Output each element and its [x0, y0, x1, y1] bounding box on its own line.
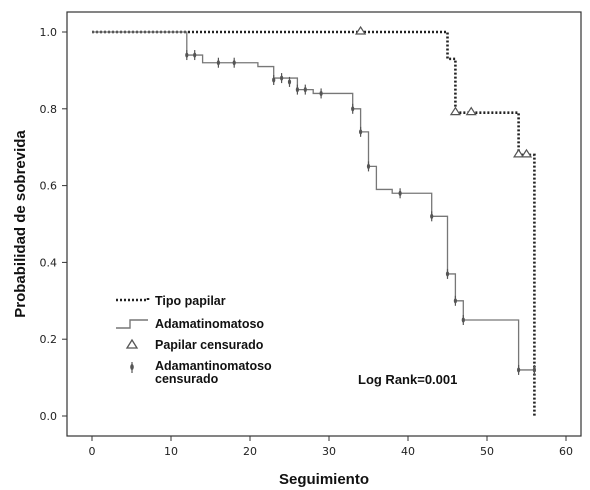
y-tick-label: 1.0	[40, 26, 58, 39]
censor-mark-dot	[461, 317, 465, 323]
legend-swatch-tipo-papilar	[116, 296, 150, 302]
censor-mark-papilar	[355, 25, 367, 35]
log-rank-annotation: Log Rank=0.001	[358, 372, 457, 387]
y-tick-label: 0.0	[40, 410, 58, 423]
censor-layer	[185, 25, 537, 375]
censor-mark-dot	[517, 367, 521, 373]
x-axis-title: Seguimiento	[279, 471, 369, 488]
y-tick-label: 0.8	[40, 103, 58, 116]
legend-label-adamatinomatoso: Adamatinomatoso	[155, 317, 264, 331]
x-tick-label: 50	[480, 445, 494, 458]
legend-label-adamantinomatoso-line2: censurado	[155, 372, 219, 386]
censor-mark-dot	[185, 52, 189, 58]
censor-mark-dot	[453, 298, 457, 304]
censor-mark-dot	[319, 90, 323, 97]
censor-mark-dot	[532, 367, 537, 373]
censor-mark-dot	[351, 106, 355, 112]
censor-mark-papilar	[520, 148, 533, 158]
censor-mark-dot	[232, 60, 236, 66]
legend-label-papilar-censurado: Papilar censurado	[155, 338, 264, 352]
x-tick-label: 30	[322, 445, 336, 458]
censor-mark-dot	[272, 77, 276, 83]
censor-mark-dot	[193, 52, 197, 58]
series-line-adamatinomatoso	[92, 31, 535, 371]
y-tick-label: 0.6	[40, 180, 58, 193]
x-tick-label: 40	[401, 445, 415, 458]
censor-mark-papilar	[449, 106, 461, 116]
censor-mark-dot	[280, 75, 284, 81]
censor-mark-dot	[359, 129, 363, 135]
censor-mark-dot	[287, 79, 292, 85]
censor-tick-dot	[130, 364, 134, 370]
censor-mark-dot	[445, 271, 450, 277]
y-tick-label: 0.2	[40, 333, 58, 346]
y-tick-label: 0.4	[40, 256, 58, 269]
censor-mark-dot	[430, 213, 434, 219]
censor-mark-dot	[398, 190, 402, 196]
legend-label-adamantinomatoso-line1: Adamantinomatoso	[155, 359, 272, 373]
legend-swatch-adamatinomatoso	[116, 319, 148, 329]
triangle-icon	[125, 338, 139, 349]
x-tick-label: 60	[559, 445, 573, 458]
censor-mark-dot	[303, 87, 307, 93]
x-tick-label: 0	[89, 445, 96, 458]
legend: Tipo papilar Adamatinomatoso Papilar cen…	[116, 294, 272, 386]
censor-mark-dot	[295, 87, 299, 93]
censor-mark-papilar	[465, 106, 477, 116]
x-axis: 0 10 20 30 40 50 60	[89, 436, 573, 458]
y-axis-title: Probabilidad de sobrevida	[12, 130, 29, 318]
legend-label-tipo-papilar: Tipo papilar	[155, 294, 226, 308]
x-tick-label: 10	[164, 445, 178, 458]
y-axis: 0.0 0.2 0.4 0.6 0.8 1.0	[40, 26, 67, 423]
censor-mark-dot	[366, 163, 371, 169]
censor-mark-dot	[216, 60, 220, 66]
plot-frame	[66, 11, 582, 437]
x-tick-label: 20	[243, 445, 257, 458]
censor-mark-papilar	[513, 148, 525, 158]
